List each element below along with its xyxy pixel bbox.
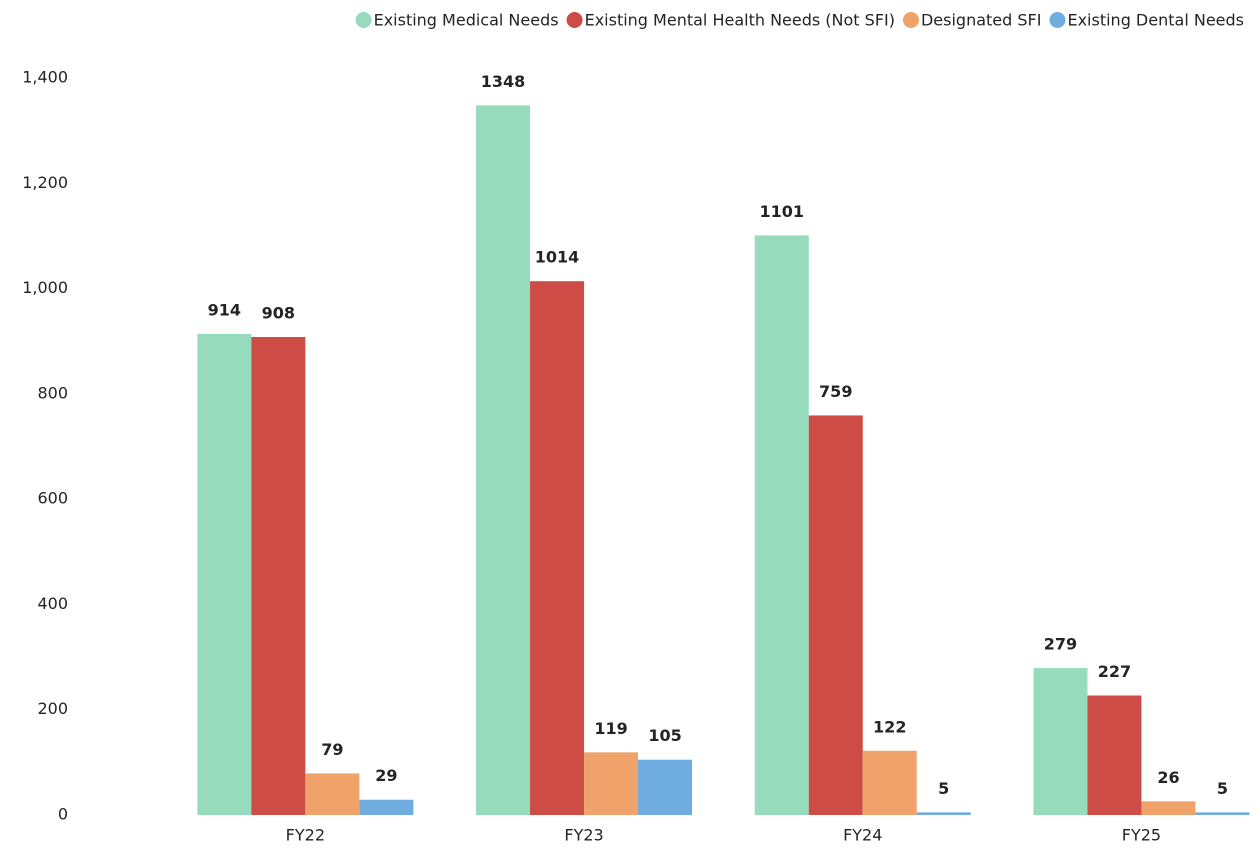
x-tick-label: FY25 [1122, 826, 1161, 845]
bar [476, 105, 531, 816]
value-label: 914 [208, 300, 241, 319]
legend-marker [1049, 12, 1066, 28]
bar [197, 333, 252, 815]
value-label: 26 [1157, 768, 1179, 787]
legend-marker [566, 12, 583, 28]
legend-marker [902, 12, 919, 28]
legend-label: Existing Dental Needs [1067, 11, 1244, 30]
value-label: 1348 [481, 72, 526, 91]
legend-label: Designated SFI [921, 11, 1041, 30]
legend-marker [355, 12, 372, 28]
bar [1087, 695, 1142, 815]
bar [530, 281, 585, 815]
y-tick-label: 1,200 [22, 173, 68, 192]
legend-label: Existing Mental Health Needs (Not SFI) [585, 11, 895, 30]
value-label: 227 [1098, 662, 1131, 681]
y-tick-label: 400 [37, 594, 68, 613]
bar [1195, 812, 1250, 815]
value-label: 105 [648, 726, 681, 745]
bar [638, 759, 693, 815]
value-label: 79 [321, 740, 343, 759]
bar [584, 752, 639, 815]
x-tick-label: FY24 [843, 826, 882, 845]
y-tick-label: 0 [58, 805, 68, 824]
y-tick-label: 600 [37, 489, 68, 508]
bar [251, 337, 306, 815]
y-tick-label: 800 [37, 383, 68, 402]
value-label: 908 [262, 304, 295, 323]
x-tick-label: FY22 [286, 826, 325, 845]
value-label: 1014 [535, 248, 580, 267]
x-tick-label: FY23 [564, 826, 603, 845]
value-label: 29 [375, 766, 397, 785]
bar [916, 812, 971, 815]
bar [359, 799, 414, 815]
bar [862, 750, 917, 815]
value-label: 5 [1217, 779, 1228, 798]
legend-label: Existing Medical Needs [374, 11, 559, 30]
value-label: 5 [938, 779, 949, 798]
value-label: 119 [594, 719, 627, 738]
y-tick-label: 200 [37, 699, 68, 718]
value-label: 122 [873, 717, 906, 736]
value-label: 1101 [759, 202, 804, 221]
y-tick-label: 1,000 [22, 278, 68, 297]
bar [754, 235, 809, 815]
bar [305, 773, 360, 815]
value-label: 759 [819, 382, 852, 401]
bar [1141, 801, 1196, 815]
bar [1033, 668, 1088, 815]
value-label: 279 [1044, 635, 1077, 654]
y-tick-label: 1,400 [22, 68, 68, 87]
bar [808, 415, 863, 815]
